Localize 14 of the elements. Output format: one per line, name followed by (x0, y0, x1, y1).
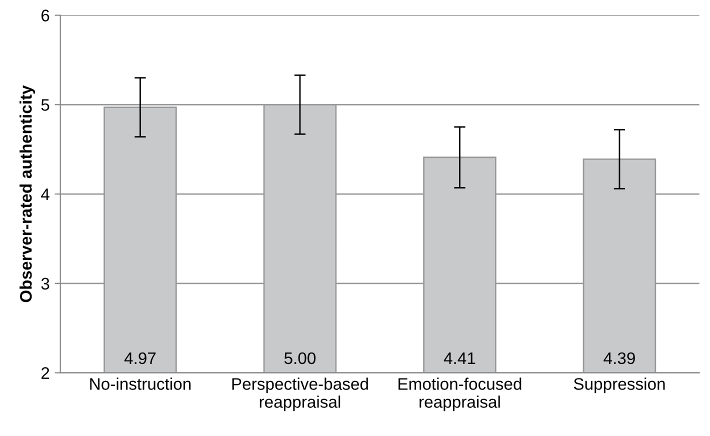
data-label: 4.39 (604, 352, 635, 364)
y-axis-title: Observer-rated authenticity (20, 85, 36, 302)
y-tick-label: 3 (41, 278, 50, 290)
y-tick-label: 2 (42, 367, 50, 379)
x-tick-label: Perspective-based reappraisal (232, 378, 368, 412)
data-label: 5.00 (284, 352, 316, 364)
y-tick-label: 6 (42, 10, 50, 22)
x-tick-label: No-instruction (90, 378, 191, 390)
y-tick-label: 4 (41, 188, 50, 200)
x-tick-label: Suppression (574, 378, 665, 394)
data-label: 4.97 (124, 352, 156, 364)
y-tick-label: 5 (41, 99, 50, 111)
data-label: 4.41 (444, 352, 476, 364)
x-tick-label: Emotion-focused reappraisal (398, 378, 522, 412)
